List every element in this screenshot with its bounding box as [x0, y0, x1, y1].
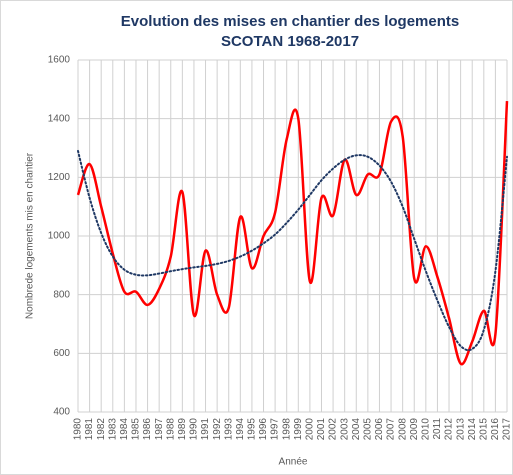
x-tick-label: 2016 [490, 418, 501, 441]
y-axis-label: Nombrede logements mis en chantier [25, 152, 36, 319]
x-tick-label: 1999 [293, 418, 304, 441]
x-axis-label: Année [279, 457, 308, 468]
y-tick-label: 1400 [48, 113, 71, 124]
x-tick-label: 2012 [444, 418, 455, 441]
x-tick-label: 1989 [177, 418, 188, 441]
x-tick-label: 2008 [397, 418, 408, 441]
x-tick-label: 1994 [235, 418, 246, 441]
x-tick-label: 2014 [467, 418, 478, 441]
x-tick-label: 1995 [247, 418, 258, 441]
x-tick-label: 1985 [131, 418, 142, 441]
x-tick-label: 2011 [432, 418, 443, 440]
x-tick-label: 1991 [200, 418, 211, 441]
x-tick-label: 2009 [409, 418, 420, 441]
x-tick-label: 2002 [328, 418, 339, 441]
x-tick-label: 2013 [455, 418, 466, 441]
y-tick-label: 800 [53, 289, 70, 300]
x-tick-label: 2010 [420, 418, 431, 441]
chart-subtitle: SCOTAN 1968-2017 [221, 33, 359, 50]
x-tick-label: 2000 [305, 418, 316, 441]
chart-title: Evolution des mises en chantier des loge… [121, 13, 459, 30]
x-tick-label: 1993 [223, 418, 234, 441]
x-tick-label: 1981 [84, 418, 95, 441]
x-tick-label: 1986 [142, 418, 153, 441]
x-tick-label: 2005 [363, 418, 374, 441]
x-tick-label: 2015 [478, 418, 489, 441]
x-tick-label: 1984 [119, 418, 130, 441]
x-tick-label: 1987 [154, 418, 165, 441]
x-tick-label: 1983 [107, 418, 118, 441]
y-tick-label: 1600 [48, 55, 71, 66]
x-tick-label: 1990 [189, 418, 200, 441]
x-tick-label: 1996 [258, 418, 269, 441]
x-tick-label: 1992 [212, 418, 223, 441]
x-tick-label: 2001 [316, 418, 327, 441]
y-tick-label: 600 [53, 348, 70, 359]
x-tick-label: 1980 [73, 418, 84, 441]
x-tick-label: 1982 [96, 418, 107, 441]
x-tick-label: 1998 [281, 418, 292, 441]
y-tick-label: 1200 [48, 172, 71, 183]
x-tick-label: 1988 [165, 418, 176, 441]
x-tick-label: 2004 [351, 418, 362, 441]
x-tick-label: 1997 [270, 418, 281, 441]
x-tick-label: 2003 [339, 418, 350, 441]
x-tick-label: 2006 [374, 418, 385, 441]
data-line [76, 101, 509, 366]
y-tick-label: 400 [53, 407, 70, 418]
x-tick-label: 2017 [502, 418, 513, 441]
trend-line [77, 149, 508, 352]
x-tick-label: 2007 [386, 418, 397, 441]
y-tick-label: 1000 [48, 231, 71, 242]
